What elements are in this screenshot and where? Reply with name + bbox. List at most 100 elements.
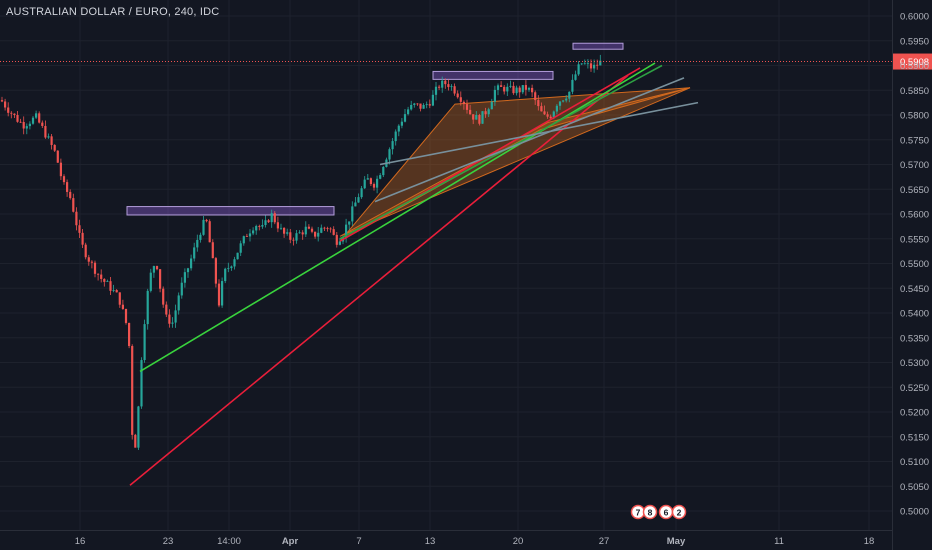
candle-body: [214, 258, 217, 284]
candle-body: [515, 87, 518, 94]
candle-body: [124, 308, 128, 323]
event-marker: 2: [671, 504, 687, 520]
event-marker: 7: [630, 504, 646, 520]
candle-body: [391, 141, 394, 150]
candle-body: [521, 85, 524, 93]
candle-body: [171, 322, 174, 324]
candle-body: [444, 80, 447, 85]
candle-body: [230, 266, 233, 269]
candle-body: [348, 221, 351, 225]
candle-body: [19, 121, 22, 123]
candle-body: [366, 178, 369, 180]
y-tick-label: 0.5550: [900, 234, 929, 245]
trendline: [339, 64, 663, 240]
candle-body: [66, 182, 69, 192]
candle-body: [162, 288, 165, 305]
event-marker-label: 2: [677, 508, 682, 518]
candle-body: [270, 213, 273, 223]
candle-body: [310, 228, 314, 232]
candle-body: [416, 103, 419, 105]
candle-body: [183, 272, 186, 283]
y-tick-label: 0.5100: [900, 457, 929, 468]
candle-body: [90, 261, 93, 263]
candle-body: [276, 222, 279, 229]
candle-body: [307, 226, 310, 229]
candle-body: [338, 241, 341, 245]
grid: [0, 0, 892, 530]
candle-body: [456, 93, 459, 98]
candle-body: [286, 232, 289, 234]
candle-body: [245, 236, 248, 237]
candle-body: [558, 101, 562, 106]
y-tick-label: 0.5400: [900, 309, 929, 320]
candle-body: [69, 191, 72, 199]
candle-body: [134, 434, 137, 448]
candle-body: [196, 239, 199, 248]
y-tick-label: 0.5200: [900, 408, 929, 419]
candle-body: [397, 125, 400, 132]
candle-body: [50, 136, 53, 145]
candle-body: [571, 79, 574, 92]
candle-body: [518, 87, 521, 93]
y-axis: 0.6000 0.5950 0.5900 0.5850 0.5800 0.5750 0.57…: [900, 12, 929, 518]
candle-body: [258, 226, 261, 227]
candle-body: [351, 206, 354, 222]
price-axis-separator: [892, 0, 893, 550]
candle-body: [264, 220, 267, 226]
candle-body: [100, 274, 103, 279]
candle-body: [22, 121, 25, 129]
x-tick-label: 14:00: [217, 536, 241, 547]
candle-body: [363, 179, 366, 189]
candle-body: [75, 211, 78, 226]
candle-body: [335, 234, 338, 245]
x-tick-label: 16: [75, 536, 86, 547]
candle-body: [376, 178, 379, 188]
current-price-line: 0.5908: [0, 53, 932, 70]
trendline: [379, 101, 699, 166]
trendline: [139, 62, 656, 373]
candle-body: [524, 85, 527, 90]
candle-body: [56, 150, 59, 163]
candle-body: [469, 109, 472, 115]
candle-body: [118, 292, 121, 305]
y-tick-label: 0.5350: [900, 333, 929, 344]
candle-body: [512, 85, 515, 94]
y-tick-label: 0.5250: [900, 383, 929, 394]
candle-body: [450, 86, 453, 88]
candle-body: [211, 242, 214, 259]
candle-body: [4, 101, 7, 108]
y-tick-label: 0.5300: [900, 358, 929, 369]
candle-body: [546, 114, 549, 117]
candle-body: [168, 314, 171, 324]
candle-body: [589, 63, 593, 69]
candle-body: [146, 290, 149, 325]
candle-body: [72, 198, 75, 212]
candle-body: [149, 272, 152, 291]
candle-body: [208, 221, 211, 243]
candle-body: [506, 86, 509, 92]
candle-body: [289, 232, 292, 240]
candle-body: [453, 86, 456, 94]
resistance-box: [126, 206, 335, 216]
candle-body: [490, 101, 493, 110]
candle-body: [236, 252, 239, 260]
candle-body: [279, 227, 283, 229]
candle-body: [568, 91, 571, 99]
event-marker-label: 8: [648, 508, 653, 518]
candle-body: [93, 262, 97, 274]
candle-body: [112, 290, 115, 291]
candle-body: [419, 103, 422, 109]
candle-body: [233, 259, 236, 267]
candle-body: [53, 144, 56, 151]
candle-body: [357, 197, 360, 203]
candle-body: [323, 227, 326, 229]
candle-body: [81, 232, 84, 245]
candle-body: [537, 100, 540, 107]
candle-body: [292, 239, 295, 241]
x-axis: 16 23 14:00 Apr 7 13 20 27 May 11 18: [75, 536, 875, 547]
candle-body: [180, 282, 183, 296]
candle-body: [267, 220, 270, 223]
candle-body: [531, 87, 534, 93]
candle-body: [447, 84, 450, 88]
